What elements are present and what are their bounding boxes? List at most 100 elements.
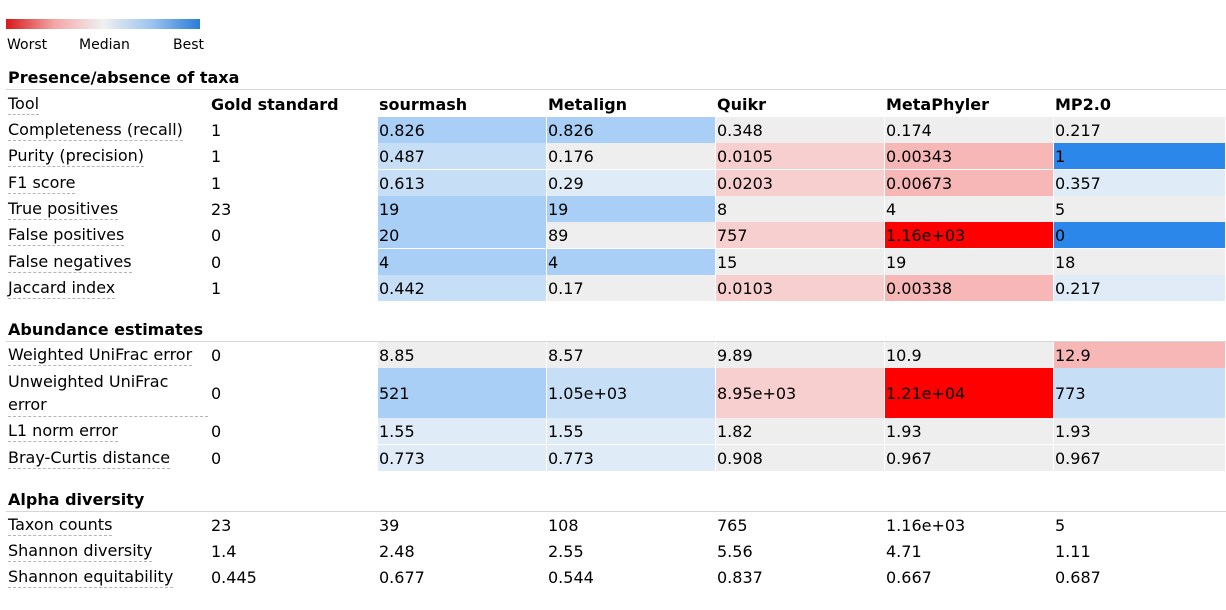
metric-value-cell: 1.05e+03 xyxy=(547,368,715,418)
metric-value-cell: 19 xyxy=(378,196,546,222)
metric-value-cell: 0.0103 xyxy=(716,275,884,301)
metric-value-cell: 0.826 xyxy=(547,117,715,143)
metric-value-cell: 4.71 xyxy=(886,541,922,561)
metric-value-cell: 4 xyxy=(378,249,546,275)
metric-value-cell: 2.55 xyxy=(548,541,584,561)
section-divider xyxy=(6,511,1226,512)
metric-value-cell: 1.11 xyxy=(1055,541,1091,561)
metric-value-cell: 0.677 xyxy=(379,567,425,587)
metric-value-cell: 0.967 xyxy=(885,445,1053,471)
gold-standard-value: 0 xyxy=(211,448,222,468)
table-row: Weighted UniFrac error 0 8.85 8.57 9.89 10.9 1… xyxy=(0,342,1226,368)
table-row: False negatives 0 4 4 15 19 18 xyxy=(0,249,1226,275)
row-label: F1 score xyxy=(8,172,76,194)
gold-standard-value: 1 xyxy=(211,173,222,193)
metric-value-cell: 0.487 xyxy=(378,143,546,169)
metric-value-cell: 1.93 xyxy=(1054,418,1225,444)
row-label: L1 norm error xyxy=(8,420,118,442)
gold-standard-value: 1 xyxy=(211,278,222,298)
row-label: Shannon equitability xyxy=(8,566,174,588)
metric-value-cell: 8.57 xyxy=(547,342,715,368)
metric-value-cell: 18 xyxy=(1054,249,1225,275)
table-row: Completeness (recall) 1 0.826 0.826 0.348 0.1… xyxy=(0,117,1226,143)
metric-value-cell: 1 xyxy=(1054,143,1225,169)
metric-value-cell: 0.773 xyxy=(547,445,715,471)
metric-value-cell: 0.0105 xyxy=(716,143,884,169)
table-row: F1 score 1 0.613 0.29 0.0203 0.00673 0.357 xyxy=(0,170,1226,196)
metric-value-cell: 2.48 xyxy=(379,541,415,561)
gold-standard-value: 0 xyxy=(211,225,222,245)
gold-standard-value: 23 xyxy=(211,515,232,535)
metric-value-cell: 0.442 xyxy=(378,275,546,301)
gold-standard-value: 1 xyxy=(211,120,222,140)
row-label: False positives xyxy=(8,224,125,246)
header-tool-label: Tool xyxy=(8,93,40,115)
header-tool-metalign: Metalign xyxy=(548,94,628,114)
row-label: True positives xyxy=(8,198,119,220)
gold-standard-value: 1.4 xyxy=(211,541,237,561)
section-title-abundance: Abundance estimates xyxy=(8,320,204,339)
legend-median-label: Median xyxy=(79,37,130,53)
metric-value-cell: 0.17 xyxy=(547,275,715,301)
table-row: Shannon diversity 1.4 2.48 2.55 5.56 4.71 1.11 xyxy=(0,538,1226,564)
table-row: L1 norm error 0 1.55 1.55 1.82 1.93 1.93 xyxy=(0,418,1226,444)
gold-standard-value: 0 xyxy=(211,345,222,365)
table-row: Taxon counts 23 39 108 765 1.16e+03 5 xyxy=(0,512,1226,538)
table-row: Bray-Curtis distance 0 0.773 0.773 0.908 0.96… xyxy=(0,445,1226,471)
gold-standard-value: 0 xyxy=(211,383,222,403)
metric-value-cell: 4 xyxy=(547,249,715,275)
row-label: Taxon counts xyxy=(8,514,113,536)
metric-value-cell: 8.85 xyxy=(378,342,546,368)
row-label: Purity (precision) xyxy=(8,145,145,167)
header-tool-sourmash: sourmash xyxy=(379,94,468,114)
gold-standard-value: 0 xyxy=(211,252,222,272)
metric-value-cell: 0.613 xyxy=(378,170,546,196)
metric-value-cell: 1.55 xyxy=(547,418,715,444)
metric-value-cell: 9.89 xyxy=(716,342,884,368)
metric-value-cell: 0.837 xyxy=(717,567,763,587)
table-row: Jaccard index 1 0.442 0.17 0.0103 0.00338 0.21… xyxy=(0,275,1226,301)
header-tool-metaphyler: MetaPhyler xyxy=(886,94,989,114)
row-label: Completeness (recall) xyxy=(8,119,183,141)
metric-value-cell: 0.348 xyxy=(716,117,884,143)
metric-value-cell: 0.667 xyxy=(886,567,932,587)
gold-standard-value: 0 xyxy=(211,421,222,441)
metric-value-cell: 521 xyxy=(378,368,546,418)
metric-value-cell: 1.21e+04 xyxy=(885,368,1053,418)
table-header-row: Tool Gold standard sourmash Metalign Qui… xyxy=(0,92,1226,116)
header-tool-quikr: Quikr xyxy=(717,94,767,114)
metric-value-cell: 108 xyxy=(548,515,579,535)
metric-value-cell: 4 xyxy=(885,196,1053,222)
row-label: Shannon diversity xyxy=(8,540,153,562)
metric-value-cell: 19 xyxy=(547,196,715,222)
table-row: True positives 23 19 19 8 4 5 xyxy=(0,196,1226,222)
metric-value-cell: 0.967 xyxy=(1054,445,1225,471)
table-row: False positives 0 20 89 757 1.16e+03 0 xyxy=(0,222,1226,248)
metric-value-cell: 1.82 xyxy=(716,418,884,444)
section-title-presence: Presence/absence of taxa xyxy=(8,68,240,87)
metric-value-cell: 0.00343 xyxy=(885,143,1053,169)
metric-value-cell: 0.176 xyxy=(547,143,715,169)
metric-value-cell: 0.357 xyxy=(1054,170,1225,196)
metric-value-cell: 10.9 xyxy=(885,342,1053,368)
metric-value-cell: 0.687 xyxy=(1055,567,1101,587)
header-tool-mp2: MP2.0 xyxy=(1055,94,1111,114)
row-label: Bray-Curtis distance xyxy=(8,447,171,469)
metric-value-cell: 8.95e+03 xyxy=(716,368,884,418)
legend-gradient-bar xyxy=(6,19,200,29)
gold-standard-value: 1 xyxy=(211,146,222,166)
row-label: Unweighted UniFrac error xyxy=(6,368,208,418)
metric-value-cell: 1.93 xyxy=(885,418,1053,444)
metric-value-cell: 0 xyxy=(1054,222,1225,248)
table-row: Shannon equitability 0.445 0.677 0.544 0.837… xyxy=(0,564,1226,590)
row-label: False negatives xyxy=(8,251,132,273)
metric-value-cell: 5 xyxy=(1055,515,1066,535)
section-divider xyxy=(6,341,1226,342)
metric-value-cell: 1.55 xyxy=(378,418,546,444)
metric-value-cell: 0.826 xyxy=(378,117,546,143)
metric-value-cell: 0.29 xyxy=(547,170,715,196)
metric-value-cell: 1.16e+03 xyxy=(885,222,1053,248)
table-row: Unweighted UniFrac error 0 521 1.05e+03 8.95… xyxy=(0,368,1226,418)
metric-value-cell: 1.16e+03 xyxy=(886,515,966,535)
metric-value-cell: 12.9 xyxy=(1054,342,1225,368)
